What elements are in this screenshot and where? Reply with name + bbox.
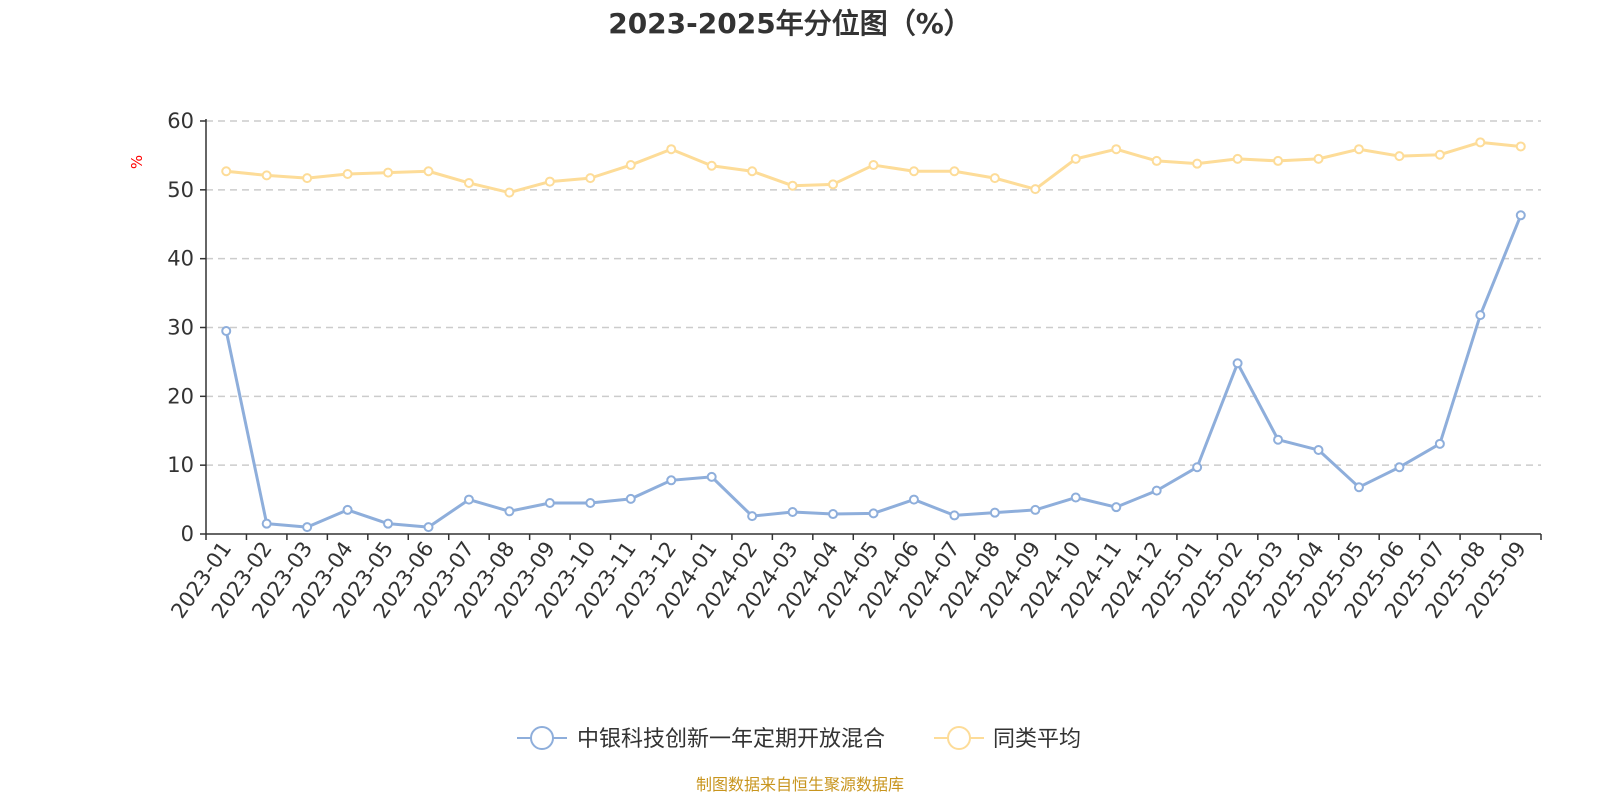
data-point xyxy=(1353,482,1364,493)
data-point xyxy=(989,173,1000,184)
legend[interactable]: 中银科技创新一年定期开放混合 同类平均 xyxy=(517,726,1081,752)
legend-marker-icon xyxy=(947,726,971,750)
series-lines xyxy=(221,137,1526,533)
data-point xyxy=(1151,155,1162,166)
data-point xyxy=(908,494,919,505)
y-tick-label: 40 xyxy=(167,247,194,271)
data-point xyxy=(1151,485,1162,496)
data-point xyxy=(1394,151,1405,162)
data-point xyxy=(221,166,232,177)
data-point xyxy=(463,177,474,188)
data-point xyxy=(787,180,798,191)
data-point xyxy=(1515,141,1526,152)
data-point xyxy=(1232,358,1243,369)
y-tick-label: 50 xyxy=(167,178,194,202)
data-point xyxy=(1353,144,1364,155)
legend-label: 同类平均 xyxy=(993,727,1081,752)
y-tick-label: 30 xyxy=(167,316,194,340)
data-point xyxy=(1394,462,1405,473)
legend-marker-icon xyxy=(530,726,554,750)
data-point xyxy=(1070,153,1081,164)
data-point xyxy=(868,160,879,171)
data-point xyxy=(706,160,717,171)
data-point xyxy=(706,471,717,482)
data-point xyxy=(1232,153,1243,164)
y-tick-label: 0 xyxy=(181,522,194,546)
data-point xyxy=(504,506,515,517)
data-point xyxy=(1111,144,1122,155)
data-point xyxy=(828,509,839,520)
data-point xyxy=(1192,158,1203,169)
data-point xyxy=(383,167,394,178)
grid-lines xyxy=(206,120,1541,466)
data-source-note: 制图数据来自恒生聚源数据库 xyxy=(696,775,904,794)
data-point xyxy=(1273,155,1284,166)
series-line xyxy=(224,214,1523,529)
data-point xyxy=(463,494,474,505)
y-tick-label: 60 xyxy=(167,109,194,133)
data-point xyxy=(585,498,596,509)
y-tick-label: 10 xyxy=(167,453,194,477)
data-point xyxy=(1515,210,1526,221)
data-point xyxy=(828,179,839,190)
data-point xyxy=(1434,438,1445,449)
data-point xyxy=(1434,149,1445,160)
data-point xyxy=(261,518,272,529)
data-point xyxy=(423,522,434,533)
series-0 xyxy=(221,210,1526,533)
data-point xyxy=(868,508,879,519)
chart-title: 2023-2025年分位图（%） xyxy=(608,7,972,40)
data-point xyxy=(1273,434,1284,445)
data-point xyxy=(1030,504,1041,515)
data-point xyxy=(787,506,798,517)
data-point xyxy=(1111,502,1122,513)
legend-label: 中银科技创新一年定期开放混合 xyxy=(577,727,885,752)
data-point xyxy=(666,475,677,486)
legend-item-1[interactable]: 同类平均 xyxy=(934,726,1081,752)
data-point xyxy=(666,144,677,155)
data-point xyxy=(1475,310,1486,321)
data-point xyxy=(625,493,636,504)
data-point xyxy=(544,176,555,187)
data-point xyxy=(989,507,1000,518)
axes: 01020304050602023-012023-022023-032023-0… xyxy=(166,109,1542,623)
data-point xyxy=(1475,137,1486,148)
data-point xyxy=(1070,492,1081,503)
data-point xyxy=(949,510,960,521)
data-point xyxy=(342,504,353,515)
series-1 xyxy=(221,137,1526,198)
data-point xyxy=(1192,462,1203,473)
y-axis-unit: % xyxy=(128,155,146,169)
data-point xyxy=(1030,184,1041,195)
data-point xyxy=(747,511,758,522)
data-point xyxy=(261,170,272,181)
data-point xyxy=(504,187,515,198)
legend-item-0[interactable]: 中银科技创新一年定期开放混合 xyxy=(517,726,885,752)
data-point xyxy=(221,325,232,336)
data-point xyxy=(423,166,434,177)
y-tick-label: 20 xyxy=(167,384,194,408)
data-point xyxy=(908,166,919,177)
data-point xyxy=(625,160,636,171)
data-point xyxy=(342,169,353,180)
data-point xyxy=(302,173,313,184)
data-point xyxy=(302,522,313,533)
data-point xyxy=(1313,153,1324,164)
data-point xyxy=(544,498,555,509)
data-point xyxy=(585,173,596,184)
data-point xyxy=(383,518,394,529)
data-point xyxy=(747,166,758,177)
data-point xyxy=(949,166,960,177)
data-point xyxy=(1313,445,1324,456)
